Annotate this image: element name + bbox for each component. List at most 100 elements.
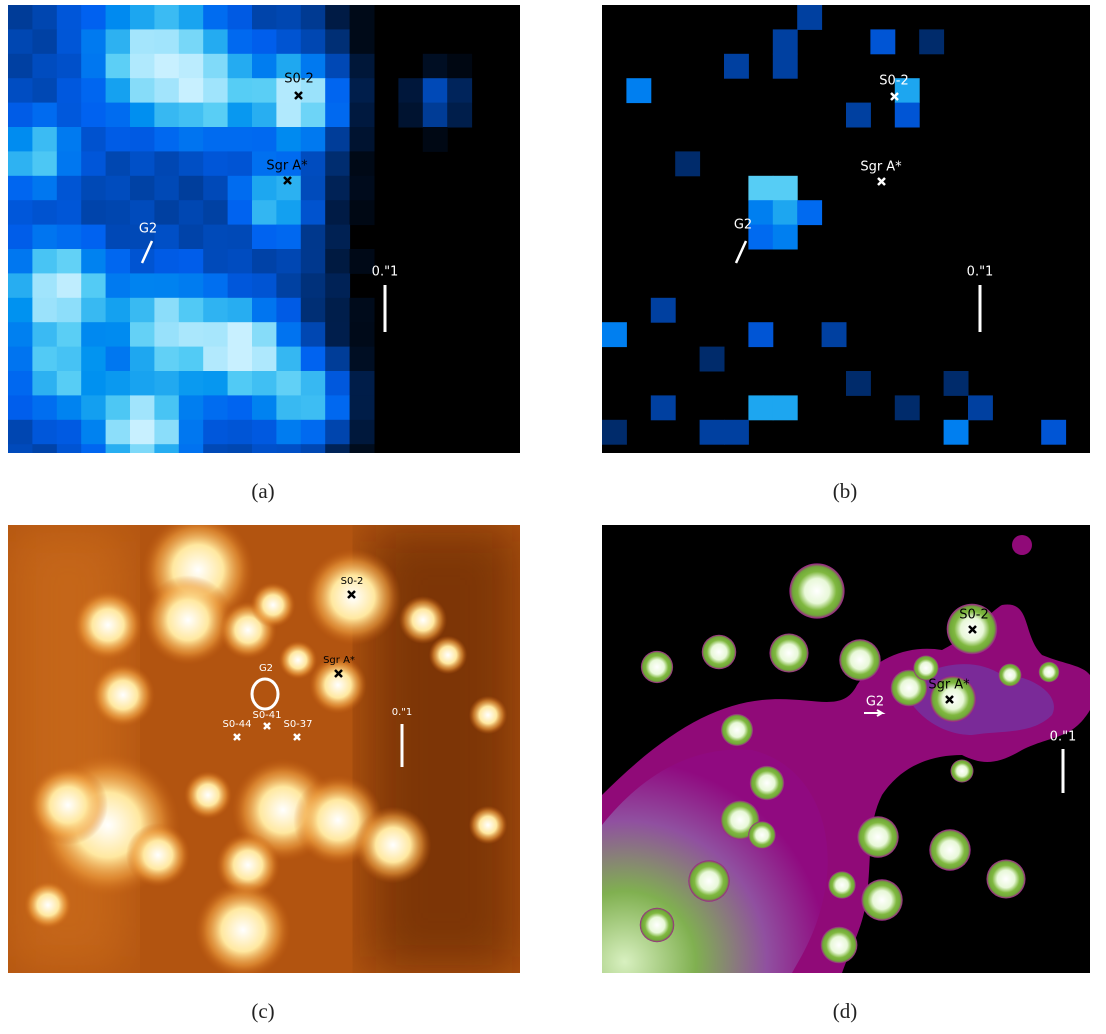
pixel bbox=[32, 127, 57, 152]
pixel bbox=[276, 103, 301, 128]
pixel bbox=[57, 273, 82, 298]
pixel bbox=[301, 249, 326, 274]
pixel bbox=[252, 322, 277, 347]
pixel bbox=[228, 151, 253, 176]
pixel bbox=[325, 395, 350, 420]
pixel bbox=[179, 420, 204, 445]
pixel bbox=[252, 29, 277, 54]
pixel bbox=[81, 200, 106, 225]
pixel bbox=[1041, 420, 1066, 445]
pixel bbox=[154, 249, 179, 274]
pixel bbox=[154, 127, 179, 152]
pixel bbox=[154, 200, 179, 225]
pixel bbox=[325, 371, 350, 396]
pixel bbox=[700, 347, 725, 372]
pixel bbox=[252, 127, 277, 152]
pixel bbox=[130, 29, 155, 54]
pixel bbox=[325, 151, 350, 176]
pixel bbox=[106, 78, 131, 103]
pixel bbox=[276, 395, 301, 420]
pixel bbox=[350, 322, 375, 347]
pixel bbox=[81, 273, 106, 298]
pixel bbox=[106, 347, 131, 372]
pixel bbox=[106, 29, 131, 54]
pixel bbox=[276, 298, 301, 323]
pixel bbox=[203, 225, 228, 250]
pixel bbox=[32, 200, 57, 225]
pixel bbox=[130, 395, 155, 420]
pixel bbox=[8, 420, 33, 445]
pixel bbox=[154, 371, 179, 396]
star bbox=[951, 760, 974, 783]
star bbox=[861, 879, 902, 920]
pixel bbox=[32, 322, 57, 347]
star bbox=[641, 651, 673, 683]
pixel bbox=[773, 29, 798, 54]
star bbox=[399, 596, 447, 644]
panel-a bbox=[8, 5, 520, 469]
pixel bbox=[228, 298, 253, 323]
pixel bbox=[8, 103, 33, 128]
pixel bbox=[350, 127, 375, 152]
pixel bbox=[130, 78, 155, 103]
panel-d bbox=[602, 525, 1090, 973]
pixel bbox=[748, 395, 773, 420]
pixel bbox=[228, 420, 253, 445]
pixel bbox=[350, 200, 375, 225]
pixel bbox=[228, 322, 253, 347]
pixel bbox=[252, 54, 277, 79]
pixel bbox=[8, 444, 33, 469]
pixel bbox=[203, 371, 228, 396]
pixel bbox=[423, 54, 448, 79]
pixel bbox=[724, 54, 749, 79]
pixel bbox=[154, 444, 179, 469]
pixel bbox=[797, 200, 822, 225]
star bbox=[839, 639, 880, 680]
pixel bbox=[179, 127, 204, 152]
pixel bbox=[130, 322, 155, 347]
pixel bbox=[8, 29, 33, 54]
pixel bbox=[106, 298, 131, 323]
label: G2 bbox=[866, 695, 884, 710]
pixel bbox=[81, 29, 106, 54]
pixel bbox=[846, 371, 871, 396]
pixel bbox=[203, 151, 228, 176]
pixel bbox=[57, 395, 82, 420]
pixel bbox=[276, 273, 301, 298]
pixel bbox=[350, 420, 375, 445]
label: G2 bbox=[734, 218, 752, 233]
pixel bbox=[57, 200, 82, 225]
star bbox=[748, 821, 776, 849]
pixel bbox=[228, 225, 253, 250]
pixel bbox=[724, 420, 749, 445]
pixel bbox=[228, 249, 253, 274]
pixel bbox=[81, 444, 106, 469]
scale-label: 0."1 bbox=[967, 265, 994, 280]
pixel bbox=[325, 29, 350, 54]
star bbox=[28, 765, 108, 845]
pixel bbox=[154, 78, 179, 103]
pixel bbox=[423, 103, 448, 128]
pixel bbox=[626, 78, 651, 103]
pixel bbox=[325, 249, 350, 274]
pixel bbox=[276, 444, 301, 469]
pixel bbox=[325, 298, 350, 323]
pixel bbox=[179, 249, 204, 274]
pixel bbox=[106, 151, 131, 176]
pixel bbox=[8, 225, 33, 250]
star bbox=[721, 714, 753, 746]
pixel bbox=[870, 29, 895, 54]
pixel bbox=[32, 225, 57, 250]
pixel bbox=[350, 176, 375, 201]
pixel bbox=[325, 225, 350, 250]
pixel bbox=[773, 54, 798, 79]
star bbox=[789, 563, 844, 618]
pixel bbox=[130, 298, 155, 323]
pixel bbox=[773, 225, 798, 250]
pixel bbox=[325, 420, 350, 445]
star bbox=[355, 807, 432, 884]
pixel bbox=[8, 298, 33, 323]
caption: (d) bbox=[833, 999, 858, 1023]
pixel bbox=[301, 127, 326, 152]
pixel bbox=[154, 29, 179, 54]
